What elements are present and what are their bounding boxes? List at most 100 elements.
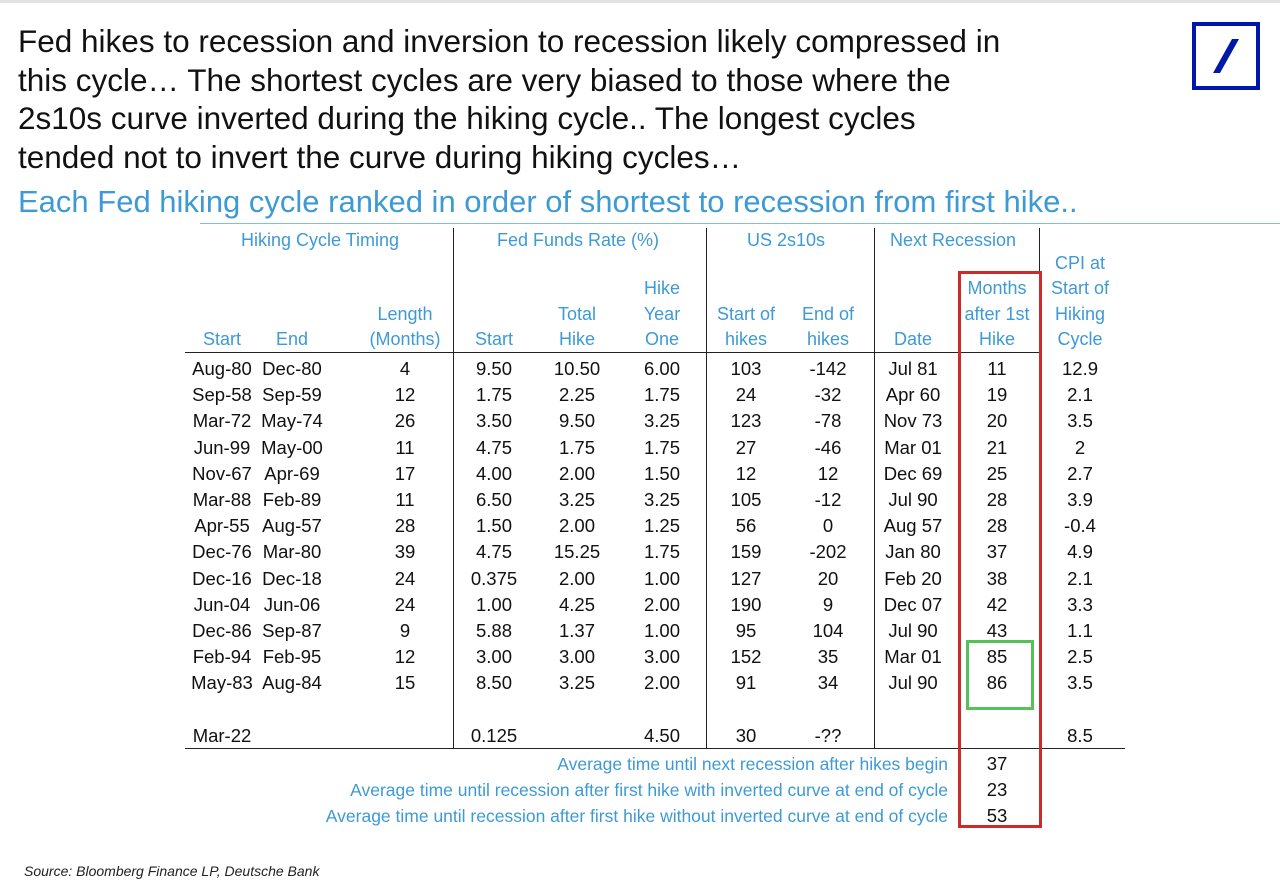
column-divider <box>453 228 454 748</box>
table-cell: Jul 81 <box>888 358 938 379</box>
table-cell: 26 <box>394 410 416 432</box>
table-cell: 8.50 <box>475 672 513 694</box>
table-cell: 2.1 <box>1067 384 1093 406</box>
table-cell: 12 <box>817 462 839 484</box>
table-cell: 2.7 <box>1067 462 1093 484</box>
table-cell: 21 <box>986 436 1008 458</box>
table-cell: 27 <box>735 436 757 458</box>
table-cell: 2 <box>1074 436 1086 458</box>
current-rule <box>185 748 1125 749</box>
highlight-longest-cycles <box>966 640 1034 710</box>
column-header: Year <box>643 303 681 324</box>
table-cell: 0.375 <box>470 567 518 589</box>
table-cell: 2.00 <box>558 462 596 484</box>
table-cell: Jul 90 <box>888 620 938 641</box>
table-cell: 103 <box>730 358 762 379</box>
table-cell: 1.75 <box>643 384 681 406</box>
group-header: Hiking Cycle Timing <box>240 230 400 250</box>
average-label: Average time until recession after first… <box>325 806 948 826</box>
table-cell: 3.3 <box>1067 593 1093 615</box>
table-cell: 85 <box>986 646 1008 668</box>
table-cell: 190 <box>730 593 762 615</box>
table-cell: Jun-99 <box>193 436 251 458</box>
column-header: End of <box>801 303 855 324</box>
table-cell: 105 <box>730 489 762 510</box>
table-cell: 4.25 <box>558 593 596 615</box>
table-cell: -32 <box>814 384 842 406</box>
table-cell: 123 <box>730 410 762 432</box>
table-cell: 4.00 <box>475 462 513 484</box>
table-cell: 28 <box>986 515 1008 537</box>
table-cell: 4.9 <box>1067 541 1093 563</box>
table-cell: May-83 <box>191 672 253 694</box>
table-cell: 42 <box>986 593 1008 615</box>
column-header: Start <box>202 328 242 349</box>
table-cell: -202 <box>809 541 847 563</box>
table-cell: 25 <box>986 462 1008 484</box>
subtitle: Each Fed hiking cycle ranked in order of… <box>18 184 1078 219</box>
table-cell: Aug-84 <box>262 672 322 694</box>
table-cell: Mar-72 <box>192 410 252 432</box>
table-cell: 3.50 <box>475 410 513 432</box>
table-cell: 15.25 <box>553 541 601 563</box>
table-cell: 12.9 <box>1061 358 1099 379</box>
table-cell: 20 <box>817 567 839 589</box>
table-cell: Apr-69 <box>264 462 320 484</box>
group-header: US 2s10s <box>746 230 826 250</box>
column-header: (Months) <box>369 328 441 349</box>
subtitle-rule <box>200 223 1280 224</box>
column-header: hikes <box>724 328 768 349</box>
table-cell: 1.75 <box>558 436 596 458</box>
table-cell: -78 <box>814 410 842 432</box>
column-header: Cycle <box>1057 328 1103 349</box>
table-cell: 1.75 <box>643 541 681 563</box>
table-cell: 0 <box>822 515 834 537</box>
table-cell: 5.88 <box>475 620 513 641</box>
table-cell: Nov-67 <box>192 462 252 484</box>
average-label: Average time until next recession after … <box>557 754 948 774</box>
table-cell: 9.50 <box>475 358 513 379</box>
headline: Fed hikes to recession and inversion to … <box>18 22 1178 176</box>
table-cell: 1.37 <box>558 620 596 641</box>
headline-line: this cycle… The shortest cycles are very… <box>18 61 951 98</box>
column-header: One <box>644 328 680 349</box>
source-note: Source: Bloomberg Finance LP, Deutsche B… <box>24 863 320 879</box>
table-cell: 28 <box>986 489 1008 510</box>
current-cycle-cell: Mar-22 <box>192 725 252 746</box>
table-cell: Sep-59 <box>262 384 322 406</box>
table-cell: Jun-04 <box>193 593 251 615</box>
average-label: Average time until recession after first… <box>350 780 948 800</box>
table-cell: 95 <box>735 620 757 641</box>
table-cell: 86 <box>986 672 1008 694</box>
table-cell: 34 <box>817 672 839 694</box>
table-cell: May-74 <box>261 410 323 432</box>
column-header: Date <box>893 328 933 349</box>
table-cell: 24 <box>735 384 757 406</box>
column-header: after 1st <box>964 303 1030 324</box>
table-cell: 11 <box>987 358 1007 379</box>
table-cell: 11 <box>395 436 415 458</box>
table-cell: 1.50 <box>643 462 681 484</box>
current-cycle-cell: 4.50 <box>643 725 681 746</box>
table-cell: Apr 60 <box>885 384 941 406</box>
column-header: Hike <box>978 328 1016 349</box>
table-cell: -12 <box>814 489 842 510</box>
table-cell: 3.00 <box>475 646 513 668</box>
table-cell: 9 <box>822 593 834 615</box>
table-cell: 12 <box>394 384 416 406</box>
average-value: 53 <box>986 805 1008 826</box>
column-header: Start of <box>716 303 776 324</box>
table-cell: Nov 73 <box>883 410 943 432</box>
column-divider <box>706 228 707 748</box>
table-cell: 19 <box>986 384 1008 406</box>
column-header: CPI at <box>1054 253 1106 274</box>
table-cell: Aug-80 <box>192 358 252 379</box>
current-cycle-cell: -?? <box>814 725 842 746</box>
table-cell: 127 <box>730 567 762 589</box>
table-cell: -0.4 <box>1064 515 1096 537</box>
table-cell: 1.75 <box>643 436 681 458</box>
table-cell: Dec 69 <box>883 462 943 484</box>
table-cell: Dec-80 <box>262 358 322 379</box>
table-cell: Feb-95 <box>262 646 322 668</box>
table-cell: 1.50 <box>475 515 513 537</box>
